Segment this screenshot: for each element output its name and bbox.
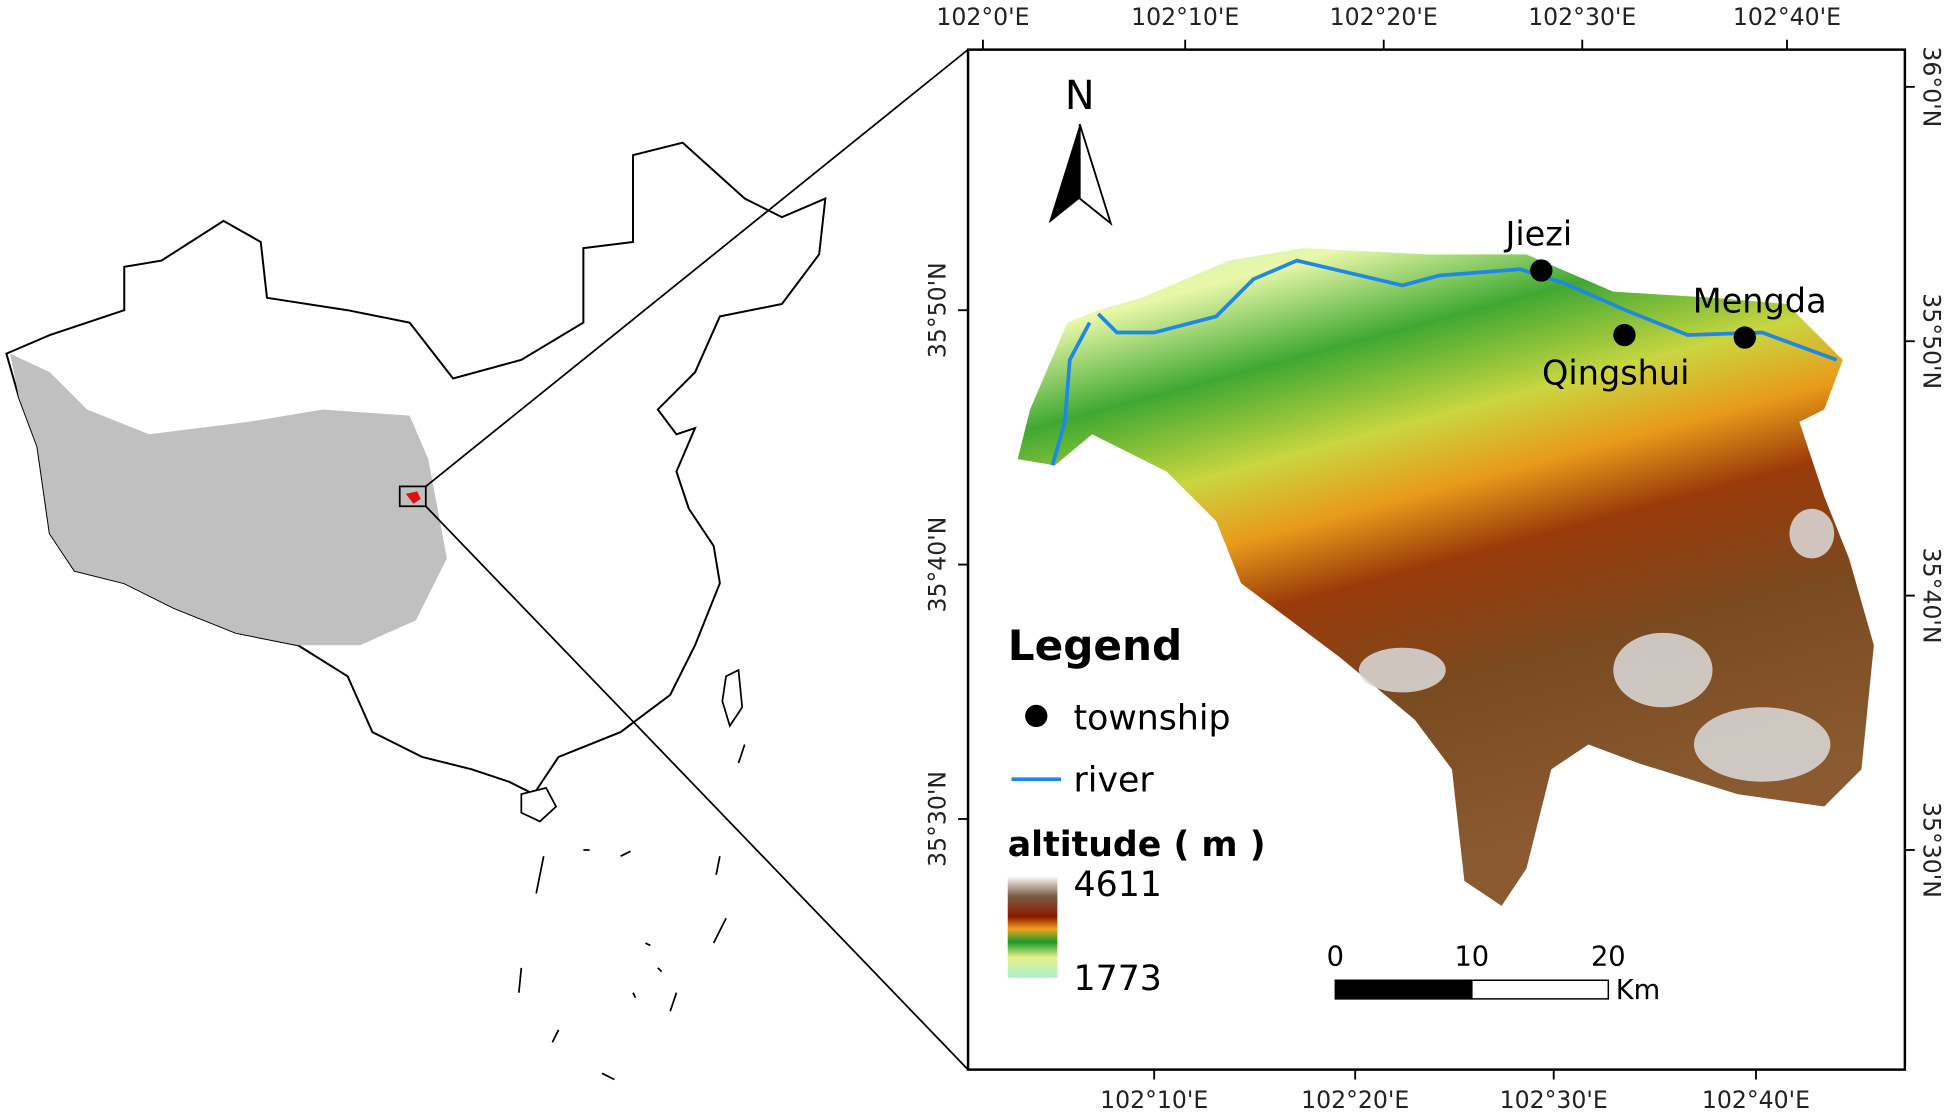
- latitude-label: 35°30'N: [924, 771, 952, 867]
- township-point: [1733, 326, 1756, 349]
- study-area-marker: [405, 491, 421, 504]
- altitude-min: 1773: [1074, 959, 1162, 999]
- overview-map: [5, 48, 969, 1081]
- longitude-label: 102°30'E: [1500, 1086, 1608, 1114]
- longitude-label: 102°40'E: [1733, 3, 1841, 31]
- terrain: [1017, 248, 1874, 906]
- legend-township-symbol: [1025, 704, 1048, 728]
- taiwan: [721, 668, 744, 728]
- altitude-color-bar: [1007, 876, 1058, 978]
- longitude-label: 102°20'E: [1301, 1086, 1409, 1114]
- longitude-label: 102°20'E: [1330, 3, 1438, 31]
- legend: Legend township river altitude ( m ) 461…: [1007, 621, 1266, 999]
- scale-segment: [1334, 979, 1473, 1000]
- latitude-label: 36°0'N: [1917, 46, 1945, 127]
- latitude-label: 35°40'N: [924, 517, 952, 613]
- scale-unit: Km: [1616, 975, 1660, 1006]
- latitude-label: 35°50'N: [1917, 293, 1945, 389]
- zoom-line: [425, 505, 969, 1071]
- legend-item: river: [1074, 761, 1155, 801]
- longitude-label: 102°40'E: [1702, 1086, 1810, 1114]
- longitude-label: 102°0'E: [936, 3, 1029, 31]
- township-point: [1613, 323, 1636, 347]
- township-point: [1530, 259, 1553, 282]
- river: [1097, 258, 1838, 362]
- altitude-title: altitude ( m ): [1008, 825, 1266, 865]
- high-peaks: [1358, 508, 1835, 782]
- hainan: [520, 786, 558, 823]
- north-label: N: [1065, 73, 1095, 119]
- township-label: Mengda: [1693, 282, 1827, 321]
- north-arrow: N: [1048, 73, 1113, 226]
- river: [1050, 321, 1092, 466]
- plateau-region: [10, 353, 447, 646]
- township-label: Qingshui: [1542, 354, 1689, 393]
- legend-title: Legend: [1008, 621, 1182, 670]
- latitude-label: 35°40'N: [1917, 548, 1945, 644]
- latitude-label: 35°50'N: [924, 262, 952, 358]
- longitude-label: 102°10'E: [1131, 3, 1239, 31]
- altitude-max: 4611: [1074, 865, 1162, 905]
- inset-box: [398, 485, 427, 508]
- generated: 102°0'E 102°10'E 102°20'E 102°30'E 102°40'E 1…: [924, 3, 1946, 1114]
- longitude-label: 102°30'E: [1528, 3, 1636, 31]
- longitude-label: 102°10'E: [1100, 1086, 1208, 1114]
- scale-tick-label: 10: [1454, 941, 1489, 972]
- township-label: Jiezi: [1503, 215, 1572, 254]
- legend-item: township: [1074, 699, 1231, 739]
- zoom-line: [425, 48, 969, 488]
- islands: [517, 744, 746, 1081]
- scale-tick-label: 0: [1327, 941, 1344, 972]
- scale-tick-label: 20: [1591, 941, 1626, 972]
- latitude-label: 35°30'N: [1917, 802, 1945, 898]
- scale-segment: [1471, 979, 1610, 1000]
